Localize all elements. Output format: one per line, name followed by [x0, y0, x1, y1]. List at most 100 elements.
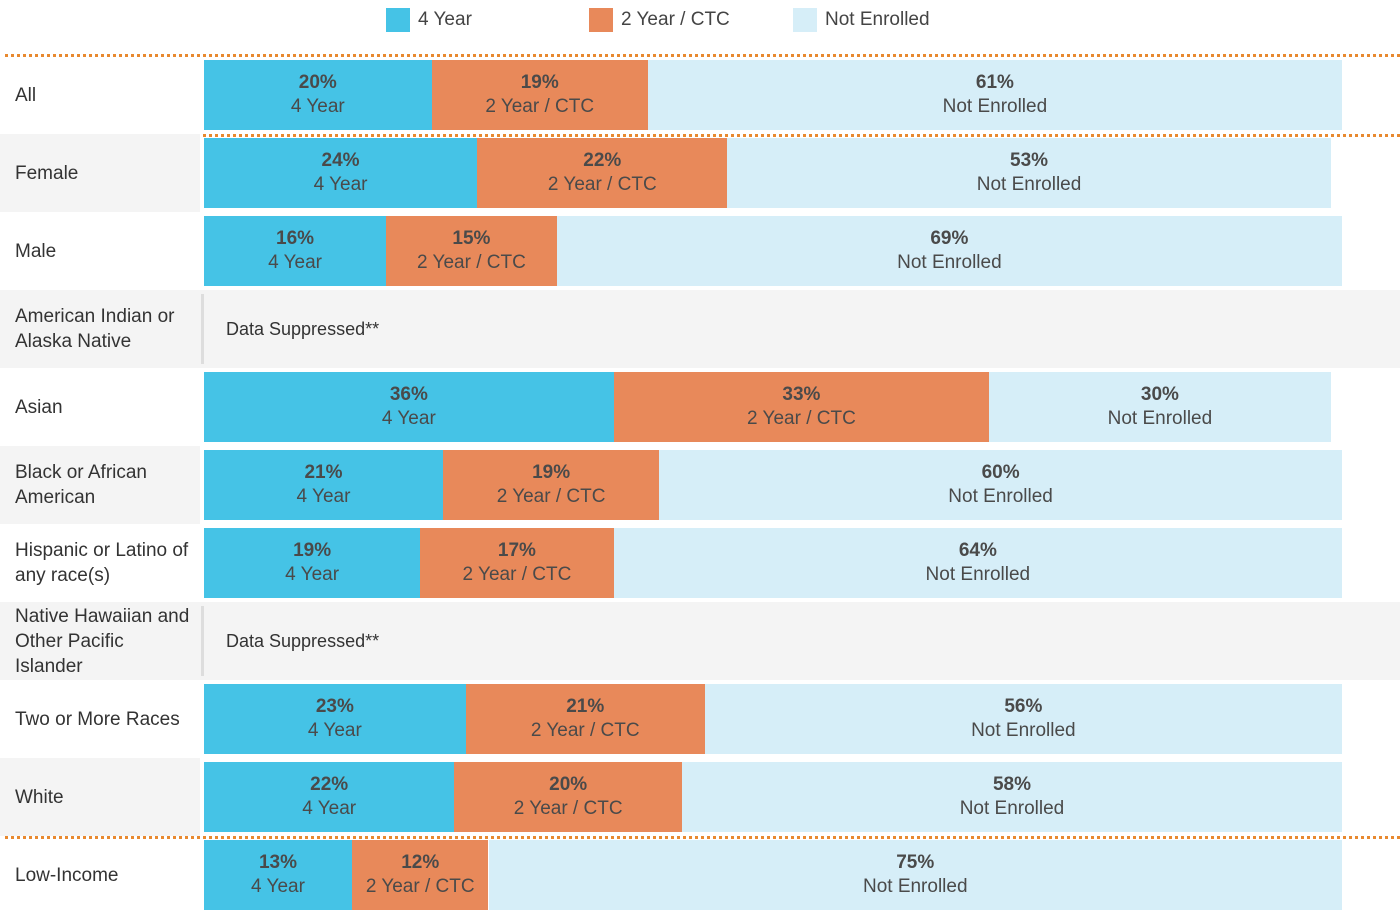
row-background: [0, 290, 1400, 368]
segment-name: 2 Year / CTC: [462, 564, 572, 585]
bar-segment: [204, 216, 387, 286]
segment-name: 2 Year / CTC: [513, 798, 623, 819]
segment-label: 64% Not Enrolled: [614, 528, 1342, 598]
segment-label: 75% Not Enrolled: [489, 840, 1343, 910]
divider: [5, 134, 1400, 137]
value-label: 20%: [549, 774, 588, 795]
segment-name: Not Enrolled: [971, 720, 1076, 741]
segment-name: Not Enrolled: [959, 798, 1065, 819]
value-label: 16%: [276, 228, 315, 249]
bar-segment: [204, 762, 455, 832]
value-label: 20%: [298, 72, 337, 93]
value-label: 15%: [452, 228, 491, 249]
segment-label: 19% 4 Year: [204, 528, 420, 598]
segment-name: 4 Year: [313, 174, 368, 195]
bar-segment: [681, 762, 1342, 832]
segment-label: 69% Not Enrolled: [557, 216, 1342, 286]
row-background: [0, 446, 200, 524]
segment-label: 61% Not Enrolled: [648, 60, 1342, 130]
divider: [5, 836, 1400, 839]
row-label: Black or African American: [15, 462, 147, 508]
value-label: 69%: [930, 228, 969, 249]
legend-text: 2 Year / CTC: [621, 9, 730, 30]
bar-segment: [420, 528, 614, 598]
legend-text: 4 Year: [418, 9, 472, 30]
segment-label: 15% 2 Year / CTC: [386, 216, 557, 286]
segment-label: 36% 4 Year: [204, 372, 614, 442]
segment-name: Not Enrolled: [897, 252, 1002, 273]
bar-segment: [204, 60, 432, 130]
segment-name: Not Enrolled: [925, 564, 1031, 585]
segment-name: 2 Year / CTC: [417, 252, 526, 273]
segment-name: 4 Year: [381, 408, 436, 429]
segment-name: 2 Year / CTC: [485, 96, 595, 117]
segment-name: 4 Year: [307, 720, 362, 741]
value-label: 56%: [1004, 696, 1043, 717]
segment-name: Not Enrolled: [862, 876, 968, 897]
bar-segment: [431, 60, 648, 130]
bar-segment: [442, 450, 660, 520]
value-label: 75%: [896, 852, 935, 873]
segment-label: 21% 4 Year: [204, 450, 443, 520]
row-label: Female: [15, 162, 79, 184]
value-label: 30%: [1140, 384, 1179, 405]
segment-name: 4 Year: [268, 252, 322, 273]
bar-segment: [204, 372, 614, 442]
value-label: 58%: [992, 774, 1031, 795]
bar-segment: [465, 684, 705, 754]
row-background: [0, 134, 200, 212]
row-label: Asian: [15, 396, 63, 418]
value-label: 19%: [520, 72, 559, 93]
row-background: [0, 758, 200, 836]
bar-segment: [477, 138, 728, 208]
value-label: 33%: [782, 384, 821, 405]
bar-segment: [386, 216, 557, 286]
segment-label: 22% 2 Year / CTC: [477, 138, 727, 208]
row-label: American Indian or Alaska Native: [15, 306, 175, 352]
legend-swatch: [589, 8, 613, 32]
bar-segment: [204, 840, 352, 910]
segment-label: 19% 2 Year / CTC: [443, 450, 659, 520]
row-label: White: [15, 786, 64, 808]
segment-name: 4 Year: [302, 798, 357, 819]
row-label: Male: [15, 240, 57, 262]
segment-label: 60% Not Enrolled: [659, 450, 1342, 520]
bar-segment: [556, 216, 1342, 286]
segment-label: 20% 4 Year: [204, 60, 432, 130]
legend-swatch: [793, 8, 817, 32]
value-label: 53%: [1010, 150, 1049, 171]
segment-name: 4 Year: [285, 564, 340, 585]
value-label: 61%: [975, 72, 1014, 93]
bar-segment: [647, 60, 1342, 130]
segment-label: 30% Not Enrolled: [989, 372, 1330, 442]
bar-segment: [613, 372, 990, 442]
row-label: All: [15, 84, 37, 106]
value-label: 22%: [310, 774, 349, 795]
bar-segment: [204, 138, 478, 208]
segment-name: 2 Year / CTC: [496, 486, 606, 507]
segment-label: 21% 2 Year / CTC: [466, 684, 705, 754]
segment-label: 22% 4 Year: [204, 762, 454, 832]
bar-segment: [204, 528, 421, 598]
segment-name: 2 Year / CTC: [547, 174, 657, 195]
value-label: 13%: [258, 852, 297, 873]
value-label: 60%: [981, 462, 1020, 483]
value-label: 64%: [958, 540, 997, 561]
segment-label: 56% Not Enrolled: [705, 684, 1342, 754]
segment-label: 23% 4 Year: [204, 684, 466, 754]
value-label: 21%: [304, 462, 343, 483]
segment-name: 4 Year: [251, 876, 305, 897]
segment-label: 17% 2 Year / CTC: [420, 528, 613, 598]
row-label: Low-Income: [15, 864, 119, 886]
segment-label: 19% 2 Year / CTC: [432, 60, 648, 130]
bar-segment: [704, 684, 1342, 754]
bar-segment: [204, 450, 443, 520]
value-label: 19%: [532, 462, 571, 483]
value-label: 22%: [583, 150, 622, 171]
segment-label: 53% Not Enrolled: [727, 138, 1330, 208]
value-label: 36%: [389, 384, 428, 405]
segment-name: Not Enrolled: [1107, 408, 1213, 429]
segment-name: 2 Year / CTC: [530, 720, 640, 741]
suppressed-edge: [201, 606, 204, 676]
